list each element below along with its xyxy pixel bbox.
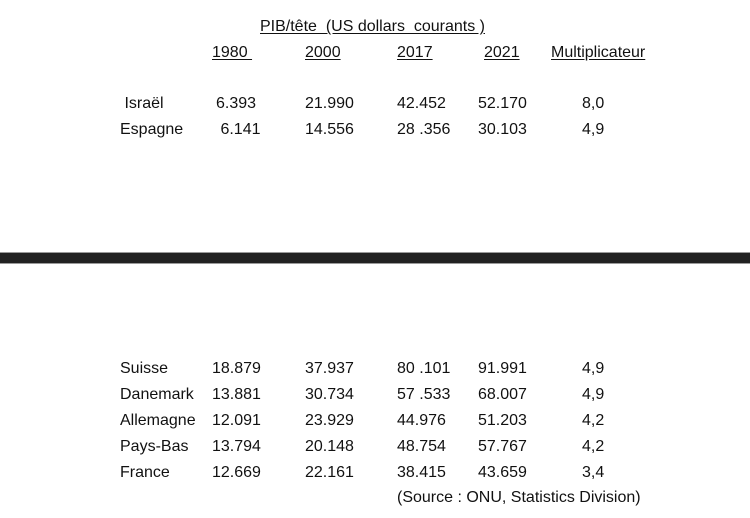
header-2017: 2017 [397,44,433,61]
table-title: PIB/tête (US dollars courants ) [260,18,485,35]
value-1980: 6.141 [216,121,261,138]
value-2021: 52.170 [478,95,527,112]
value-multiplier: 4,2 [582,412,605,429]
value-2000: 23.929 [305,412,354,429]
country-name: France [120,464,170,481]
value-1980: 13.794 [212,438,261,455]
country-name: Allemagne [120,412,196,429]
value-2017: 38.415 [397,464,446,481]
header-1980: 1980 [212,44,253,61]
table-row: Allemagne 12.091 23.929 44.976 51.203 4,… [0,411,750,431]
value-multiplier: 4,2 [582,438,605,455]
value-1980: 18.879 [212,360,261,377]
value-2021: 68.007 [478,386,527,403]
value-2000: 20.148 [305,438,354,455]
value-2017: 44.976 [397,412,446,429]
value-1980: 12.669 [212,464,261,481]
value-2021: 57.767 [478,438,527,455]
country-name: Pays-Bas [120,438,189,455]
value-2017: 42.452 [397,95,446,112]
country-name: Espagne [120,121,184,138]
value-multiplier: 4,9 [582,121,605,138]
value-1980: 13.881 [212,386,261,403]
source-note: (Source : ONU, Statistics Division) [397,489,641,506]
value-2017: 80 .101 [397,360,451,377]
value-2000: 30.734 [305,386,354,403]
value-2017: 48.754 [397,438,446,455]
country-name: Israël [120,95,164,112]
country-name: Suisse [120,360,169,377]
value-2000: 37.937 [305,360,354,377]
value-2021: 30.103 [478,121,527,138]
value-2017: 28 .356 [397,121,451,138]
country-name: Danemark [120,386,194,403]
value-2000: 14.556 [305,121,354,138]
section-divider-bar [0,252,750,264]
table-row: Pays-Bas 13.794 20.148 48.754 57.767 4,2 [0,437,750,457]
value-multiplier: 4,9 [582,386,605,403]
value-2017: 57 .533 [397,386,451,403]
value-multiplier: 3,4 [582,464,605,481]
value-1980: 6.393 [216,95,257,112]
table-row: Israël 6.393 21.990 42.452 52.170 8,0 [0,94,750,114]
value-2021: 51.203 [478,412,527,429]
value-2000: 21.990 [305,95,354,112]
value-1980: 12.091 [212,412,261,429]
table-row: Espagne 6.141 14.556 28 .356 30.103 4,9 [0,120,750,140]
value-2021: 91.991 [478,360,527,377]
table-row: Suisse 18.879 37.937 80 .101 91.991 4,9 [0,359,750,379]
value-multiplier: 8,0 [582,95,605,112]
header-2000: 2000 [305,44,341,61]
table-row: Danemark 13.881 30.734 57 .533 68.007 4,… [0,385,750,405]
value-2021: 43.659 [478,464,527,481]
header-2021: 2021 [484,44,520,61]
value-multiplier: 4,9 [582,360,605,377]
value-2000: 22.161 [305,464,354,481]
table-row: France 12.669 22.161 38.415 43.659 3,4 [0,463,750,483]
header-multiplier: Multiplicateur [551,44,646,61]
